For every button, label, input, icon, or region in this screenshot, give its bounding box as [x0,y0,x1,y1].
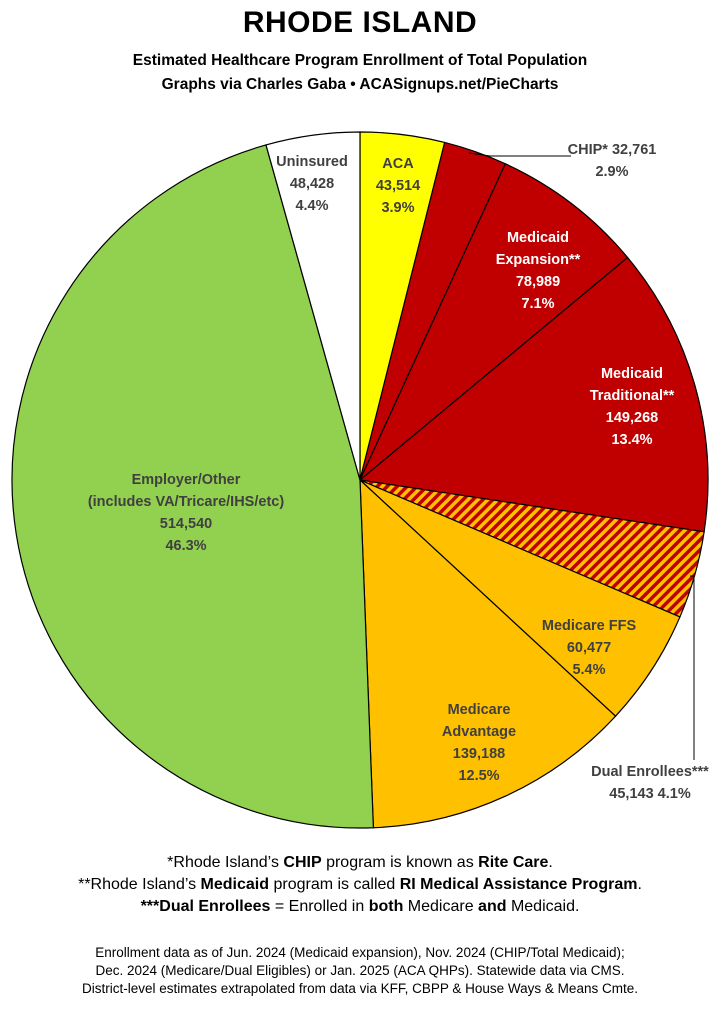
source-line-1: Enrollment data as of Jun. 2024 (Medicai… [95,945,625,960]
source-line-3: District-level estimates extrapolated fr… [82,981,638,996]
chart-byline: Graphs via Charles Gaba • ACASignups.net… [161,76,559,93]
slice-label-medicaid-trad: Medicaid Traditional** 149,268 13.4% [590,366,675,448]
pie-slice-medicaid-expansion [359,163,629,481]
pie-slice-medicare-advantage [359,478,617,829]
pie-slice-medicaid-traditional [358,256,709,533]
slice-label-medicaid-exp: Medicaid Expansion** 78,989 7.1% [496,230,581,312]
slice-label-uninsured: Uninsured 48,428 4.4% [276,154,348,214]
footnote-dual: ***Dual Enrollees = Enrolled in both Med… [140,898,580,915]
slice-label-dual: Dual Enrollees*** 45,143 4.1% [591,764,709,802]
pie-slice-uninsured [265,131,361,481]
footnote-chip: *Rhode Island’s CHIP program is known as… [167,854,553,871]
slice-label-medicare-ffs: Medicare FFS 60,477 5.4% [542,618,637,678]
slice-label-aca: ACA 43,514 3.9% [376,156,420,216]
chart-subtitle: Estimated Healthcare Program Enrollment … [132,52,588,69]
data-source: Enrollment data as of Jun. 2024 (Medicai… [0,944,720,998]
footnotes: *Rhode Island’s CHIP program is known as… [0,852,720,918]
chip-leader-line [468,152,571,157]
slice-label-medicare-adv: Medicare Advantage 139,188 12.5% [442,702,516,784]
pie-slice-employer-other [11,144,375,829]
slice-label-employer: Employer/Other (includes VA/Tricare/IHS/e… [88,472,285,554]
source-line-2: Dec. 2024 (Medicare/Dual Eligibles) or J… [95,963,625,978]
footnote-medicaid: **Rhode Island’s Medicaid program is cal… [78,876,642,893]
slice-label-chip: CHIP* 32,761 2.9% [568,142,657,180]
chart-title: RHODE ISLAND [242,6,478,39]
pie-chart: ACA 43,514 3.9% CHIP* 32,761 2.9% Medicaid Exp… [11,131,709,829]
dual-enrollees-leader-line [690,575,695,760]
